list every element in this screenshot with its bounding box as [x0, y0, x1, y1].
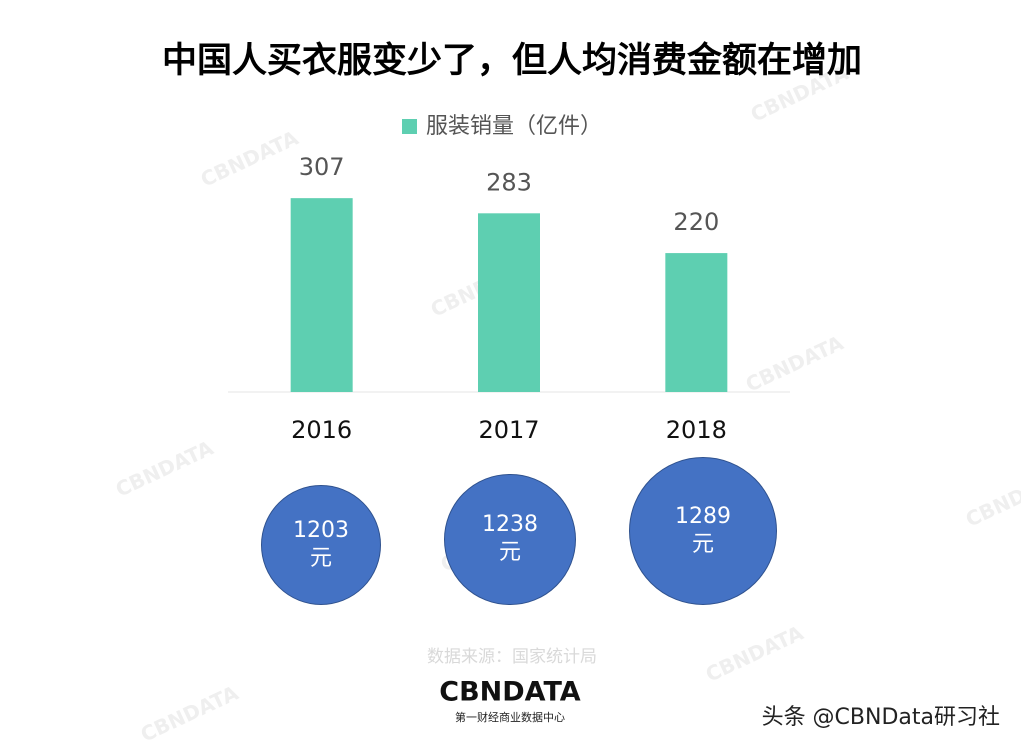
logo-subtitle: 第一财经商业数据中心	[455, 710, 565, 724]
bubble: 1203 元	[261, 485, 381, 605]
background-mark: CBNDATA	[112, 435, 218, 501]
bubble-label: 1289 元	[675, 504, 731, 557]
bubble-label: 1203 元	[293, 518, 349, 571]
data-label: 307	[299, 153, 345, 181]
chart-title: 中国人买衣服变少了，但人均消费金额在增加	[162, 40, 862, 81]
bar	[290, 198, 353, 392]
background-mark: CBNDATA	[742, 330, 848, 396]
x-tick-label: 2017	[478, 416, 539, 444]
bubble: 1238 元	[444, 473, 576, 605]
source: 数据来源：国家统计局	[427, 647, 597, 667]
x-tick-label: 2018	[666, 416, 727, 444]
background-mark: CBNDATA	[962, 465, 1021, 531]
data-label: 220	[673, 208, 719, 236]
bar	[478, 213, 540, 392]
bubble: 1289 元	[629, 457, 777, 605]
bubble-label: 1238 元	[481, 512, 538, 566]
data-label: 283	[486, 168, 532, 196]
legend-label: 服装销量（亿件）	[426, 114, 602, 139]
bar	[665, 253, 728, 392]
background-mark: CBNDATA	[197, 125, 303, 191]
watermark: 头条 @CBNData研习社	[762, 705, 1000, 730]
legend-swatch	[402, 119, 417, 134]
x-tick-label: 2016	[291, 416, 352, 444]
background-mark: CBNDATA	[702, 620, 808, 686]
logo: CBNDATA	[439, 677, 581, 708]
background-mark: CBNDATA	[137, 680, 243, 746]
